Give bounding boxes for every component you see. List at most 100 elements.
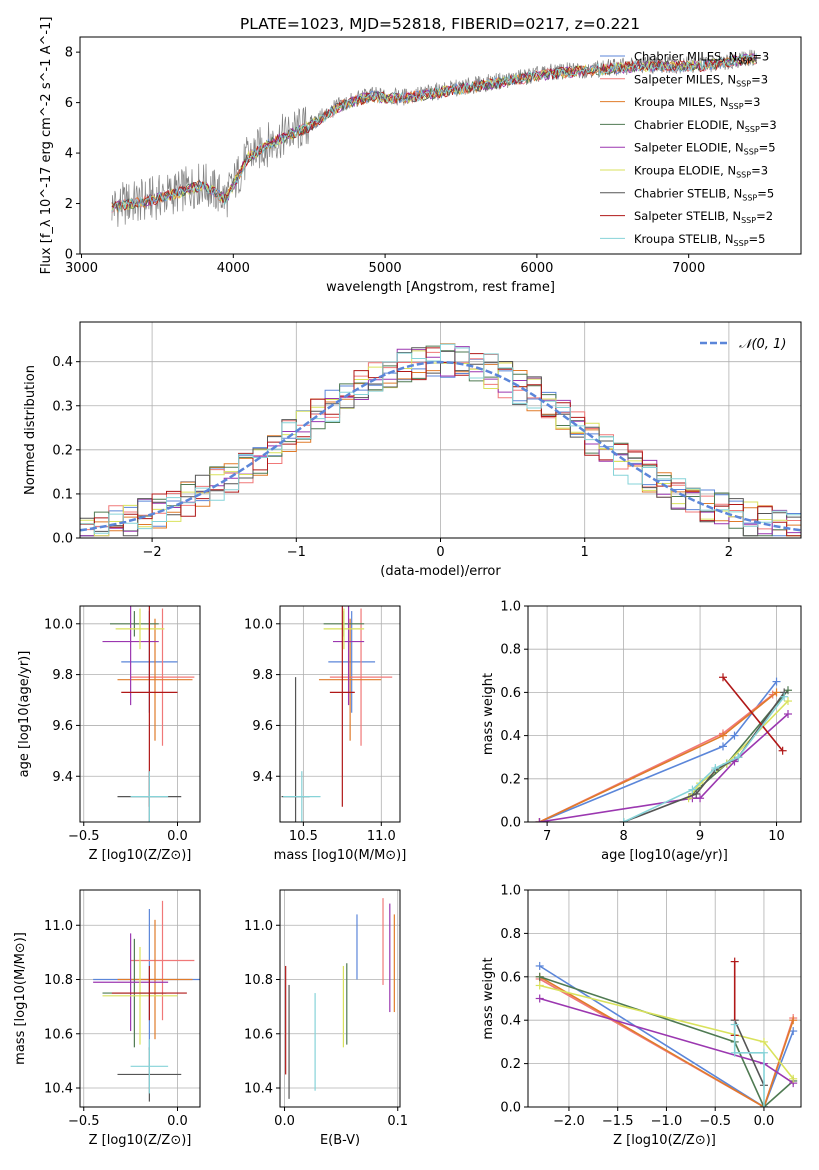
gridlines	[280, 890, 400, 1107]
normal-curve	[80, 360, 801, 532]
x-tick-label: −1.5	[602, 1114, 634, 1129]
x-tick-label: 2	[725, 545, 733, 560]
x-tick-label: 10	[768, 829, 785, 844]
legend-label-main: Salpeter STELIB, N	[634, 209, 741, 223]
y-axis-label: mass weight	[481, 673, 496, 755]
series-line-salpeter_stelib	[722, 676, 784, 752]
y-tick-label: 8	[65, 46, 73, 61]
y-tick-label: 0.8	[500, 643, 521, 658]
legend-label-sub: SSP	[734, 239, 749, 248]
legend-label: Salpeter STELIB, NSSP=2	[634, 209, 773, 225]
legend-label-suffix: =3	[760, 118, 777, 132]
axes-frame	[527, 605, 802, 823]
axes: 0.0 0.1 10.4 10.6 10.8 11.0 E(B-V)	[244, 889, 408, 1148]
y-tick-label: 11.0	[244, 919, 273, 934]
axes-frame	[279, 605, 401, 823]
axes-frame	[79, 889, 201, 1108]
legend-label-main: Chabrier MILES, N	[634, 50, 737, 64]
panel-residuals: −2 −1 0 1 2 0.0 0.1 0.2 0.3 0.4 (data-model)/error…	[23, 321, 802, 579]
x-axis-label: mass [log10(M/M⊙)]	[274, 848, 407, 863]
x-axis-label: Z [log10(Z/Z⊙)]	[613, 1133, 716, 1148]
panel-spectrum: 3000 4000 5000 6000 7000 0 2 4 6 8 wavelength [Ang…	[39, 17, 802, 295]
series-line-kroupa_stelib	[733, 1024, 765, 1107]
y-axis-label: Flux [f_λ 10^-17 erg cm^-2 s^-1 A^-1]	[39, 17, 54, 275]
legend-label-suffix: =2	[756, 209, 773, 223]
legend-label: Kroupa MILES, NSSP=3	[634, 95, 760, 111]
panel-age_vs_Z: −0.5 0.0 9.4 9.6 9.8 10.0 Z [log10(Z/Z⊙)] age […	[17, 605, 201, 863]
legend-label-main: Chabrier ELODIE, N	[634, 118, 745, 132]
x-tick-label: 0	[436, 545, 444, 560]
panel-mass_vs_EBV: 0.0 0.1 10.4 10.6 10.8 11.0 E(B-V)	[244, 889, 408, 1148]
y-tick-label: 9.6	[52, 719, 73, 734]
x-axis-label: Z [log10(Z/Z⊙)]	[89, 848, 192, 863]
legend-label-sub: SSP	[745, 125, 760, 134]
legend-label-suffix: =5	[757, 186, 774, 200]
y-tick-label: 0.4	[500, 1014, 521, 1029]
x-tick-label: −2	[143, 545, 162, 560]
x-axis-label: E(B-V)	[320, 1133, 360, 1148]
series-line-chabrier_miles	[539, 965, 794, 1107]
x-tick-label: 5000	[369, 261, 402, 276]
legend-label-main: Salpeter MILES, N	[634, 72, 736, 86]
x-tick-label: −0.5	[68, 1114, 100, 1129]
x-axis-label: (data-model)/error	[380, 564, 501, 579]
y-tick-label: 0.4	[500, 729, 521, 744]
legend-label-main: Kroupa STELIB, N	[634, 232, 734, 246]
axes: 10.5 11.0 9.4 9.6 9.8 10.0 mass [log10(M/M⊙)]	[244, 605, 407, 863]
x-tick-label: 0.0	[167, 829, 188, 844]
axes: −2 −1 0 1 2 0.0 0.1 0.2 0.3 0.4 (data-model)/error…	[23, 321, 802, 579]
x-tick-label: 4000	[217, 261, 250, 276]
histogram-chabrier_elodie	[80, 345, 801, 537]
y-tick-label: 0	[65, 248, 73, 263]
legend-label-sub: SSP	[742, 193, 757, 202]
legend-label: Salpeter MILES, NSSP=3	[634, 72, 768, 88]
legend-label-main: Salpeter ELODIE, N	[634, 141, 744, 155]
histogram-chabrier_miles	[80, 358, 801, 537]
y-tick-label: 0.6	[500, 686, 521, 701]
spectrum-model-salpeter_stelib	[111, 54, 757, 213]
legend-label-sub: SSP	[736, 171, 751, 180]
axes: 3000 4000 5000 6000 7000 0 2 4 6 8 wavelength [Ang…	[39, 17, 802, 295]
y-tick-label: 6	[65, 96, 73, 111]
y-axis-label: mass [log10(M/M⊙)]	[13, 932, 28, 1065]
legend-label-suffix: =3	[752, 50, 769, 64]
x-tick-label: 0.0	[274, 1114, 295, 1129]
x-tick-label: −1.0	[651, 1114, 683, 1129]
y-tick-label: 9.8	[252, 668, 273, 683]
x-tick-label: 11.0	[367, 829, 396, 844]
legend-label-suffix: =5	[759, 141, 776, 155]
legend-label-suffix: =3	[751, 72, 768, 86]
x-tick-label: 0.1	[387, 1114, 408, 1129]
x-tick-label: −2.0	[553, 1114, 585, 1129]
y-tick-label: 0.0	[500, 816, 521, 831]
axes-frame	[279, 889, 401, 1108]
x-tick-label: 0.0	[754, 1114, 775, 1129]
legend-label: 𝒩(0, 1)	[739, 337, 786, 352]
legend-label-sub: SSP	[737, 57, 752, 66]
y-tick-label: 0.2	[500, 772, 521, 787]
y-tick-label: 0.2	[500, 1057, 521, 1072]
y-tick-label: 10.4	[244, 1082, 273, 1097]
gridlines	[528, 889, 801, 1108]
plot-area	[111, 49, 758, 227]
panel-age_vs_mass: 10.5 11.0 9.4 9.6 9.8 10.0 mass [log10(M/M⊙)]	[244, 605, 407, 863]
x-tick-label: 0.0	[167, 1114, 188, 1129]
axes: −0.5 0.0 9.4 9.6 9.8 10.0 Z [log10(Z/Z⊙)] age […	[17, 605, 201, 863]
plot-area	[285, 898, 395, 1099]
x-tick-label: 8	[619, 829, 627, 844]
y-tick-label: 10.0	[44, 617, 73, 632]
legend-label-sub: SSP	[741, 216, 756, 225]
legend-label-suffix: =5	[749, 232, 766, 246]
y-tick-label: 0.8	[500, 927, 521, 942]
y-tick-label: 9.6	[252, 719, 273, 734]
y-tick-label: 9.4	[252, 770, 273, 785]
y-tick-label: 0.0	[500, 1101, 521, 1116]
legend-label-sub: SSP	[736, 79, 751, 88]
series-line-chabrier_stelib	[623, 691, 785, 822]
x-tick-label: 7	[543, 829, 551, 844]
y-tick-label: 0.3	[52, 399, 73, 414]
axes: −0.5 0.0 10.4 10.6 10.8 11.0 Z [log10(Z/Z⊙)] ma…	[13, 889, 201, 1148]
x-axis-label: wavelength [Angstrom, rest frame]	[326, 280, 555, 295]
